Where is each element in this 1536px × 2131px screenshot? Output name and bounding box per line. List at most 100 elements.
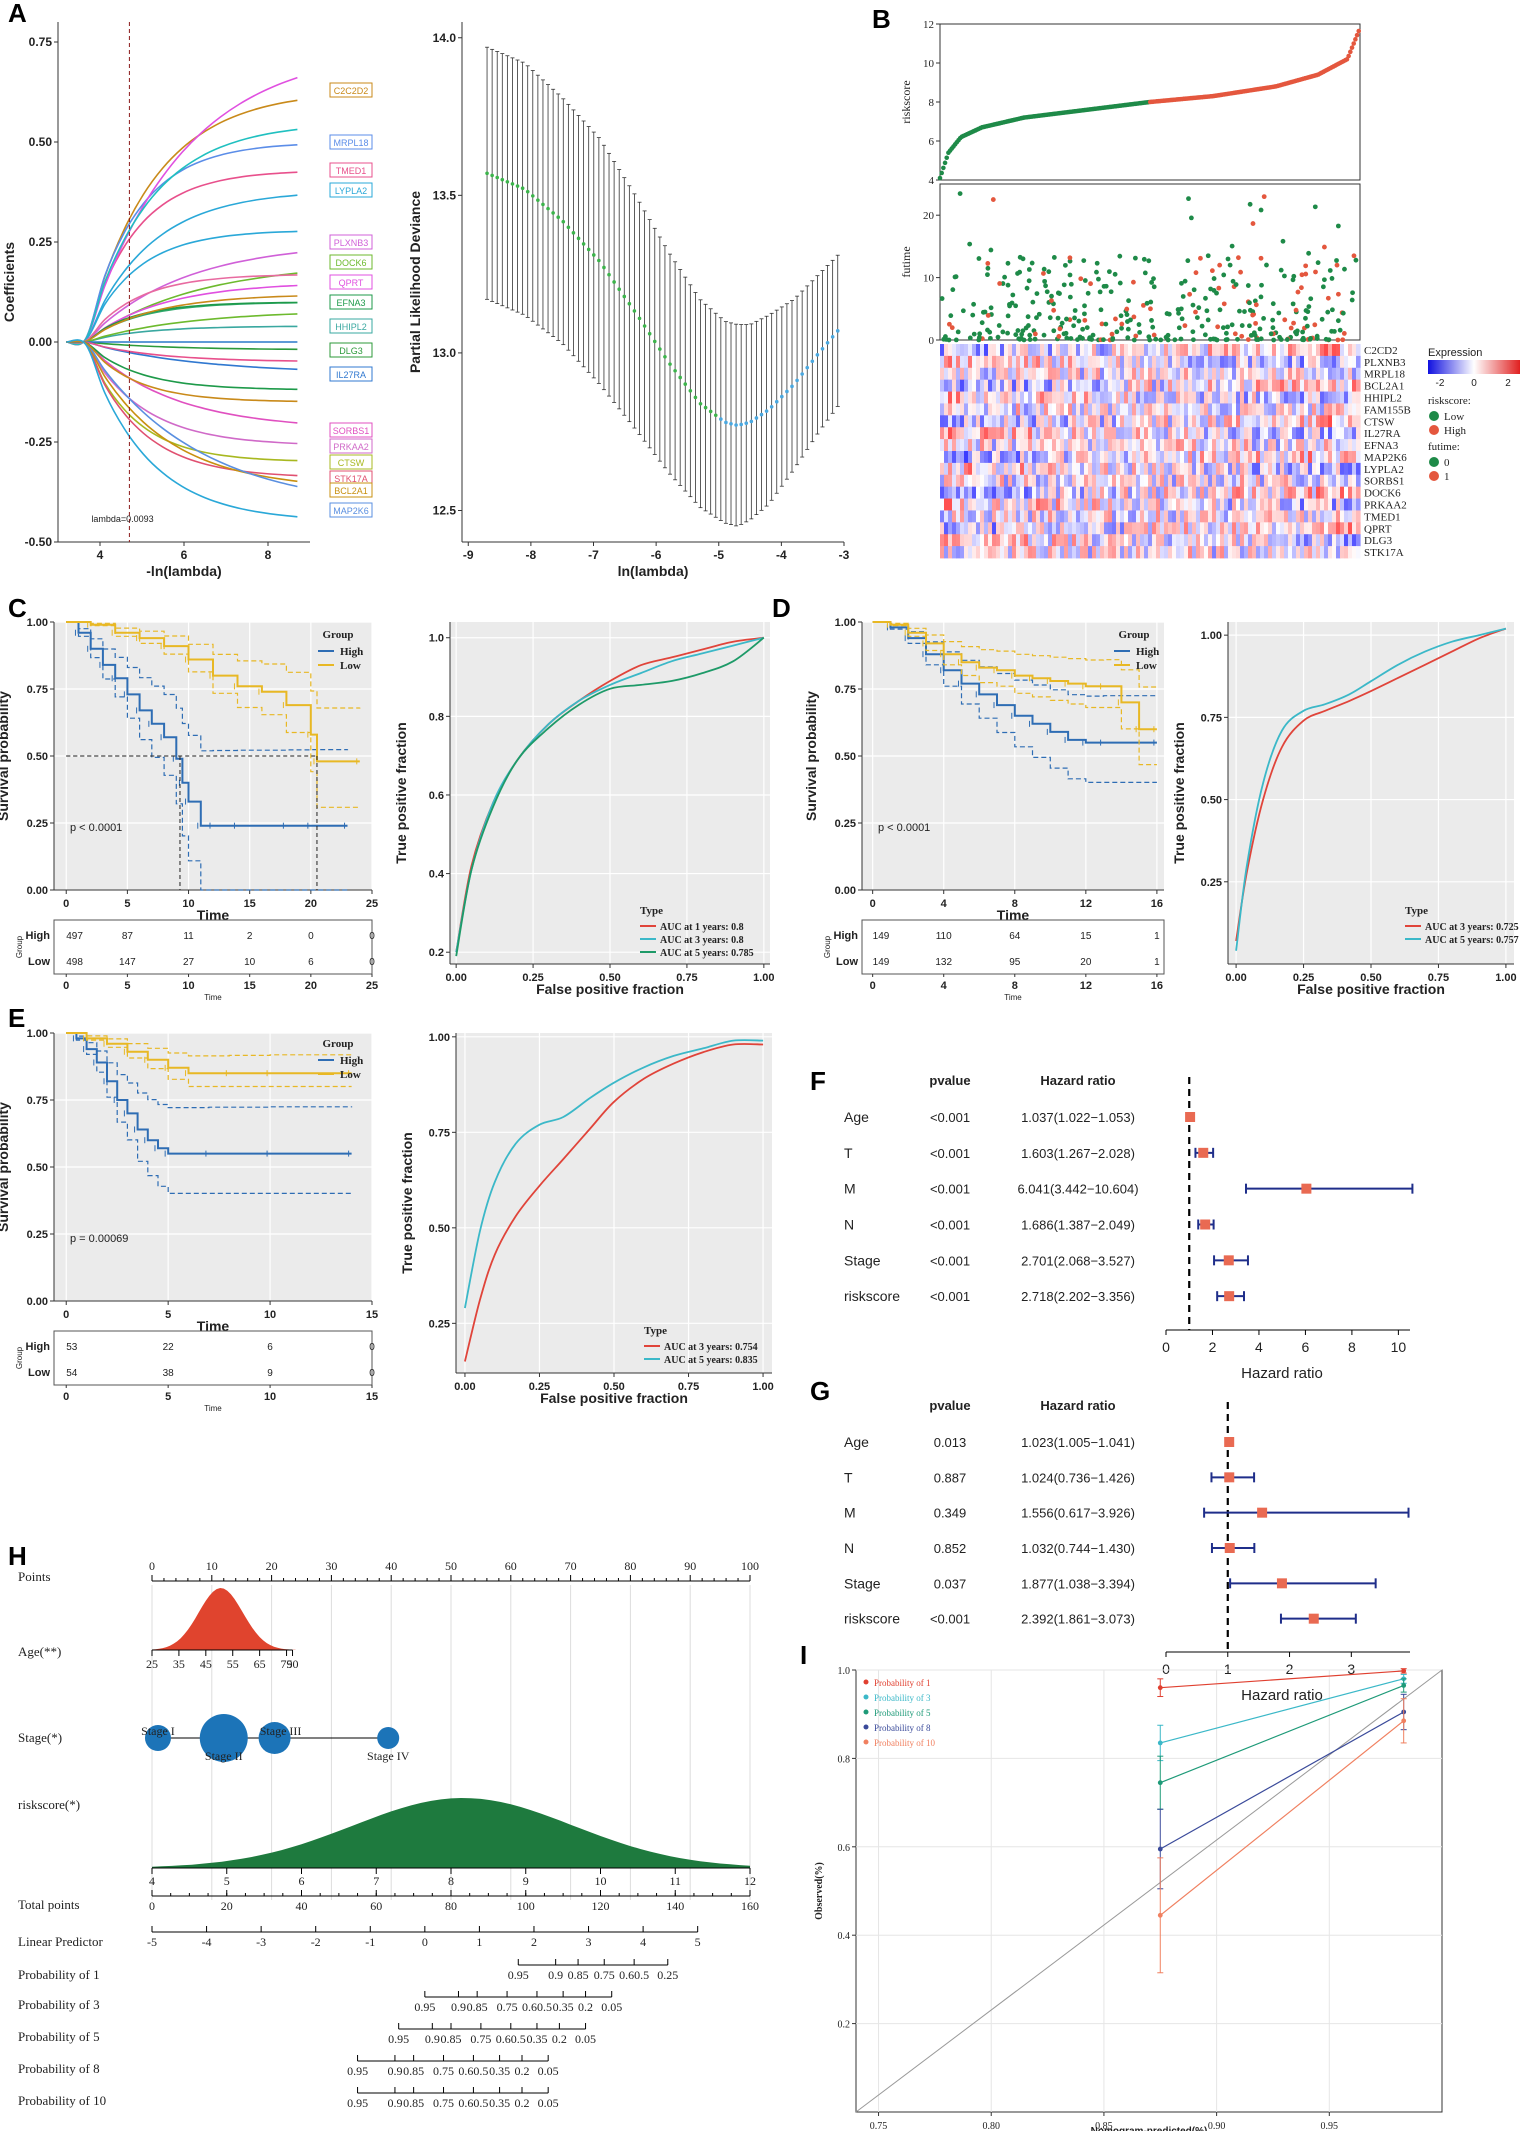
- heatmap-cell: [1000, 534, 1005, 547]
- heatmap-cell: [944, 391, 949, 404]
- heatmap-cell: [1132, 391, 1137, 404]
- heatmap-cell: [1208, 546, 1213, 559]
- heatmap-cell: [1204, 403, 1209, 416]
- heatmap-cell: [1168, 344, 1173, 357]
- heatmap-cell: [1160, 451, 1165, 464]
- heatmap-cell: [1228, 522, 1233, 535]
- nomo-row-label: Probability of 5: [18, 2029, 100, 2044]
- heatmap-cell: [1064, 474, 1069, 488]
- heatmap-cell: [1036, 439, 1041, 452]
- heatmap-cell: [1204, 367, 1209, 381]
- futime-point: [1126, 298, 1131, 304]
- heatmap-cell: [1256, 462, 1261, 476]
- risk-table-time: 15: [244, 980, 256, 992]
- heatmap-cell: [1008, 391, 1013, 404]
- heatmap-cell: [1280, 391, 1285, 404]
- futime-point: [946, 321, 952, 327]
- heatmap-cell: [1320, 344, 1325, 357]
- heatmap-cell: [1224, 474, 1229, 488]
- km-ci-upper: [872, 621, 1158, 688]
- y-tick-label: 0.75: [27, 1095, 48, 1107]
- futime-point: [1179, 316, 1185, 322]
- futime-point: [1029, 260, 1035, 266]
- heatmap-cell: [1132, 474, 1137, 488]
- heatmap-cell: [1204, 486, 1209, 499]
- heatmap-cell: [1184, 498, 1189, 511]
- futime-point: [1032, 336, 1038, 342]
- futime-point: [1209, 268, 1215, 274]
- risk-table-time: 5: [124, 980, 130, 992]
- heatmap-cell: [1028, 462, 1033, 476]
- heatmap-cell: [952, 522, 957, 535]
- heatmap-cell: [1240, 546, 1245, 559]
- futime-point: [1041, 271, 1046, 276]
- heatmap-cell: [988, 522, 993, 535]
- heatmap-cell: [964, 510, 969, 523]
- heatmap-cell: [1168, 355, 1173, 369]
- heatmap-cell: [980, 462, 985, 476]
- legend-label: AUC at 3 years: 0.725: [1425, 922, 1519, 933]
- y-tick-label: 0.25: [29, 235, 53, 249]
- heatmap-cell: [1324, 486, 1329, 499]
- heatmap-cell: [1272, 427, 1277, 440]
- heatmap-cell: [1308, 510, 1313, 523]
- futime-point: [1221, 301, 1227, 307]
- risk-table-frame: [861, 919, 1165, 975]
- heatmap-cell: [1156, 498, 1161, 511]
- heatmap-cell: [1124, 391, 1129, 404]
- heatmap-cell: [1208, 486, 1213, 499]
- expression-colorbar: [1428, 360, 1520, 374]
- heatmap-cell: [1284, 415, 1289, 428]
- heatmap-cell: [1212, 510, 1217, 523]
- heatmap-cell: [1316, 462, 1321, 476]
- heatmap-cell: [1352, 486, 1357, 499]
- heatmap-cell: [1240, 462, 1245, 476]
- heatmap-cell: [1168, 546, 1173, 559]
- gene-label: STK17A: [334, 474, 368, 484]
- heatmap-cell: [1264, 462, 1269, 476]
- risk-table-time: 16: [1151, 980, 1163, 992]
- heatmap-cell: [1236, 451, 1241, 464]
- futime-point: [1088, 281, 1093, 287]
- heatmap-cell: [1316, 403, 1321, 416]
- heatmap-cell: [940, 415, 945, 428]
- heatmap-cell: [1284, 367, 1289, 381]
- deviance-point: [830, 335, 835, 339]
- futime-point: [1268, 331, 1274, 337]
- futime-point: [971, 331, 977, 337]
- futime-point: [1106, 269, 1112, 275]
- heatmap-cell: [1152, 498, 1157, 511]
- nomo-tick-label: 0.75: [433, 2096, 454, 2110]
- heatmap-cell: [1048, 379, 1053, 392]
- heatmap-cell: [1352, 403, 1357, 416]
- deviance-point: [500, 177, 505, 182]
- x-tick-label: 0.85: [1095, 2121, 1113, 2131]
- heatmap-cell: [960, 522, 965, 535]
- heatmap-cell: [1088, 498, 1093, 511]
- heatmap-cell: [1016, 344, 1021, 357]
- heatmap-cell: [1100, 462, 1105, 476]
- heatmap-cell: [1104, 427, 1109, 440]
- futime-point: [1299, 285, 1304, 291]
- futime-point: [1041, 332, 1047, 338]
- futime-point: [1320, 284, 1326, 290]
- heatmap-cell: [1104, 403, 1109, 416]
- coef-path: [66, 325, 298, 344]
- deviance-point: [820, 346, 825, 351]
- heatmap-cell: [956, 462, 961, 476]
- heatmap-cell: [1064, 427, 1069, 440]
- heatmap-cell: [1232, 546, 1237, 559]
- futime-point: [1017, 269, 1023, 275]
- heatmap-cell: [1012, 427, 1017, 440]
- heatmap-cell: [1280, 355, 1285, 369]
- heatmap-cell: [1204, 451, 1209, 464]
- heatmap-cell: [1164, 474, 1169, 488]
- heatmap-cell: [980, 534, 985, 547]
- futime-point: [1335, 223, 1341, 229]
- heatmap-cell: [944, 427, 949, 440]
- heatmap-cell: [1352, 379, 1357, 392]
- deviance-point: [652, 339, 657, 344]
- heatmap-cell: [1340, 415, 1345, 428]
- heatmap-cell: [1080, 403, 1085, 416]
- legend-label: Probability of 1: [874, 1678, 931, 1688]
